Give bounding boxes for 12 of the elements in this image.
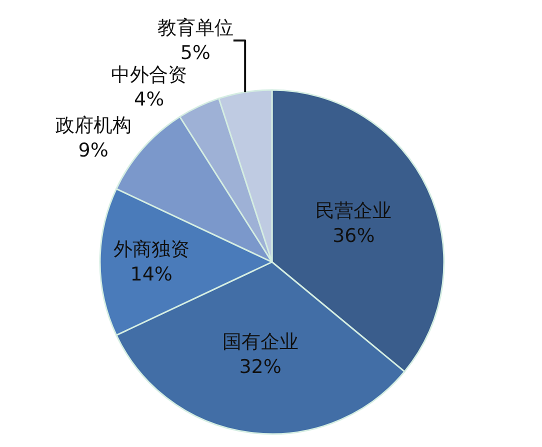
data-label: 4% (134, 88, 164, 111)
data-label: 5% (180, 42, 210, 64)
slice-label: 国有企业 (222, 331, 298, 354)
slice-label: 政府机构 (55, 114, 132, 137)
data-label: 14% (130, 263, 172, 286)
data-label: 32% (239, 356, 282, 378)
slice-label: 中外合资 (111, 64, 188, 86)
slice-label: 民营企业 (316, 200, 392, 222)
data-label: 36% (332, 224, 375, 247)
data-label: 9% (78, 139, 108, 162)
slice-label: 教育单位 (157, 17, 234, 40)
slice-label: 外商独资 (113, 238, 190, 261)
